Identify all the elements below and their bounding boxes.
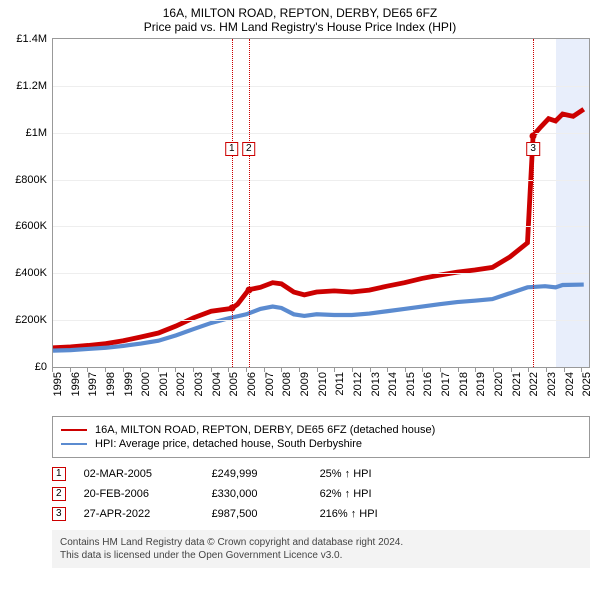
x-axis-label: 2012 (352, 372, 364, 396)
sale-change: 25% ↑ HPI (320, 468, 400, 480)
legend-swatch (61, 429, 87, 431)
sale-point (228, 305, 235, 312)
x-axis-label: 2014 (387, 372, 399, 396)
x-axis-labels: 1995 1996 1997 1998 1999 2000 2001 2002 2003 2004… (52, 368, 590, 406)
y-axis-label: £1.2M (16, 80, 47, 92)
sale-marker: 2 (242, 142, 256, 156)
x-axis-label: 2015 (405, 372, 417, 396)
x-axis-label: 1999 (123, 372, 135, 396)
title-address: 16A, MILTON ROAD, REPTON, DERBY, DE65 6F… (0, 6, 600, 20)
legend-item: HPI: Average price, detached house, Sout… (61, 437, 581, 451)
attribution-line: This data is licensed under the Open Gov… (60, 549, 582, 562)
sale-events-table: 1 02-MAR-2005 £249,999 25% ↑ HPI 2 20-FEB-200… (52, 464, 590, 524)
x-axis-label: 2023 (546, 372, 558, 396)
x-axis-label: 2022 (528, 372, 540, 396)
y-axis-label: £1.4M (16, 33, 47, 45)
gridline (53, 273, 589, 274)
x-axis-label: 2008 (281, 372, 293, 396)
x-axis-label: 1996 (70, 372, 82, 396)
legend-item: 16A, MILTON ROAD, REPTON, DERBY, DE65 6F… (61, 423, 581, 437)
x-axis-label: 2010 (317, 372, 329, 396)
attribution-box: Contains HM Land Registry data © Crown c… (52, 530, 590, 568)
sale-event-row: 1 02-MAR-2005 £249,999 25% ↑ HPI (52, 464, 590, 484)
legend-label: HPI: Average price, detached house, Sout… (95, 438, 362, 450)
x-axis-label: 1998 (105, 372, 117, 396)
chart-legend: 16A, MILTON ROAD, REPTON, DERBY, DE65 6F… (52, 416, 590, 458)
x-axis-label: 2005 (228, 372, 240, 396)
sale-marker: 1 (225, 142, 239, 156)
legend-label: 16A, MILTON ROAD, REPTON, DERBY, DE65 6F… (95, 424, 435, 436)
x-axis-label: 2006 (246, 372, 258, 396)
sale-event-line (533, 39, 534, 367)
chart-svg (53, 39, 589, 367)
legend-swatch (61, 443, 87, 445)
sale-event-row: 3 27-APR-2022 £987,500 216% ↑ HPI (52, 504, 590, 524)
x-axis-label: 2018 (458, 372, 470, 396)
y-axis-label: £400K (15, 267, 47, 279)
sale-price: £249,999 (212, 468, 302, 480)
x-axis-label: 2000 (140, 372, 152, 396)
x-axis-label: 2021 (511, 372, 523, 396)
x-axis-label: 2017 (440, 372, 452, 396)
price-chart: £0£200K£400K£600K£800K£1M£1.2M£1.4M123 (52, 38, 590, 368)
sale-event-line (232, 39, 233, 367)
x-axis-label: 2003 (193, 372, 205, 396)
y-axis-label: £600K (15, 220, 47, 232)
sale-point (530, 132, 537, 139)
x-axis-label: 2016 (422, 372, 434, 396)
sale-point (245, 286, 252, 293)
gridline (53, 320, 589, 321)
x-axis-label: 2025 (581, 372, 593, 396)
sale-date: 20-FEB-2006 (84, 488, 194, 500)
attribution-line: Contains HM Land Registry data © Crown c… (60, 536, 582, 549)
sale-date: 02-MAR-2005 (84, 468, 194, 480)
sale-price: £987,500 (212, 508, 302, 520)
x-axis-label: 2007 (264, 372, 276, 396)
x-axis-label: 2019 (475, 372, 487, 396)
x-axis-label: 1995 (52, 372, 64, 396)
x-axis-label: 2009 (299, 372, 311, 396)
x-axis-label: 2002 (175, 372, 187, 396)
x-axis-label: 2013 (370, 372, 382, 396)
y-axis-label: £1M (26, 127, 47, 139)
series-line (53, 109, 584, 347)
gridline (53, 180, 589, 181)
gridline (53, 133, 589, 134)
y-axis-label: £0 (35, 361, 47, 373)
gridline (53, 226, 589, 227)
sale-change: 62% ↑ HPI (320, 488, 400, 500)
x-axis-label: 2020 (493, 372, 505, 396)
sale-marker: 3 (526, 142, 540, 156)
sale-marker: 1 (52, 467, 66, 481)
sale-date: 27-APR-2022 (84, 508, 194, 520)
x-axis-label: 2004 (211, 372, 223, 396)
gridline (53, 86, 589, 87)
x-axis-label: 2024 (564, 372, 576, 396)
sale-event-line (249, 39, 250, 367)
title-subtitle: Price paid vs. HM Land Registry's House … (0, 20, 600, 34)
chart-title: 16A, MILTON ROAD, REPTON, DERBY, DE65 6F… (0, 0, 600, 38)
x-axis-label: 2001 (158, 372, 170, 396)
sale-change: 216% ↑ HPI (320, 508, 400, 520)
sale-marker: 3 (52, 507, 66, 521)
sale-event-row: 2 20-FEB-2006 £330,000 62% ↑ HPI (52, 484, 590, 504)
sale-price: £330,000 (212, 488, 302, 500)
y-axis-label: £800K (15, 174, 47, 186)
x-axis-label: 1997 (87, 372, 99, 396)
y-axis-label: £200K (15, 314, 47, 326)
sale-marker: 2 (52, 487, 66, 501)
x-axis-label: 2011 (334, 372, 346, 396)
